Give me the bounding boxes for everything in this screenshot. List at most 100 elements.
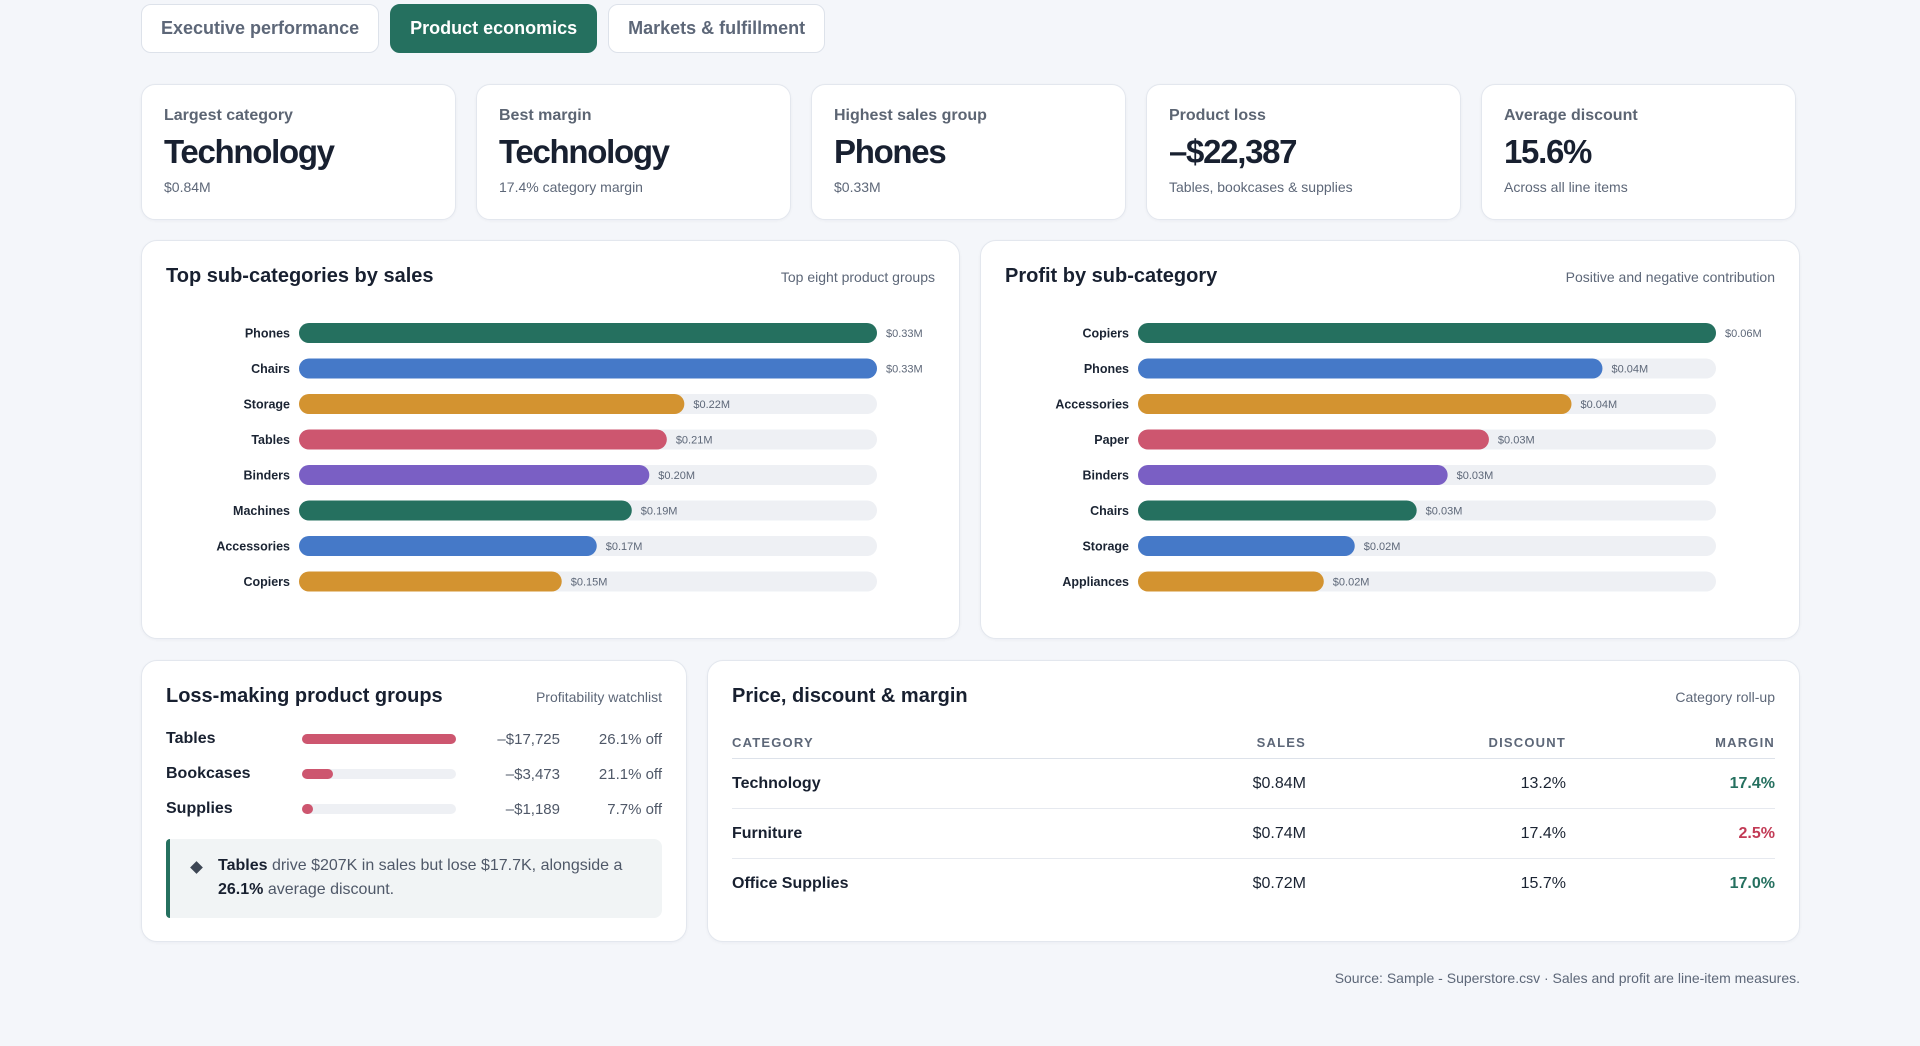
bar-category-label: Copiers xyxy=(243,575,290,589)
bar-value-label: $0.04M xyxy=(1581,399,1618,411)
cell-margin: 2.5% xyxy=(1738,824,1775,842)
bar-accessories[interactable] xyxy=(299,536,597,556)
diamond-icon xyxy=(190,861,203,874)
cell-discount: 17.4% xyxy=(1520,824,1566,842)
kpi-label: Highest sales group xyxy=(834,107,987,124)
table-row: Furniture $0.74M 17.4% 2.5% xyxy=(732,809,1775,859)
bar-tables[interactable] xyxy=(299,429,667,450)
bar-machines[interactable] xyxy=(299,500,632,521)
bar-value-label: $0.17M xyxy=(606,541,643,553)
cell-discount: 13.2% xyxy=(1520,774,1566,792)
column-header-discount[interactable]: DISCOUNT xyxy=(1488,735,1566,750)
bar-binders[interactable] xyxy=(1138,465,1448,485)
tab-executive-performance[interactable]: Executive performance xyxy=(141,4,380,53)
kpi-value: 15.6% xyxy=(1504,133,1592,170)
bar-category-label: Copiers xyxy=(1082,327,1129,341)
bar-chairs[interactable] xyxy=(299,358,877,379)
table-row: Technology $0.84M 13.2% 17.4% xyxy=(732,759,1775,809)
loss-discount: 7.7% off xyxy=(607,800,662,818)
cell-category: Furniture xyxy=(732,824,803,842)
kpi-subtext: 17.4% category margin xyxy=(499,179,643,195)
bar-value-label: $0.33M xyxy=(886,328,923,340)
cell-sales: $0.72M xyxy=(1252,875,1306,892)
profit-bar-chart: Copiers $0.06M Phones $0.04M Accessories $0.0… xyxy=(1055,323,1762,592)
bar-value-label: $0.06M xyxy=(1725,328,1762,340)
bar-storage[interactable] xyxy=(299,394,685,414)
bar-appliances[interactable] xyxy=(1138,571,1324,592)
loss-bar-fill xyxy=(302,769,333,779)
bar-phones[interactable] xyxy=(1138,358,1603,379)
source-footnote: Source: Sample - Superstore.csv · Sales … xyxy=(1334,970,1800,986)
bar-copiers[interactable] xyxy=(299,571,562,592)
kpi-subtext: $0.33M xyxy=(834,179,881,195)
kpi-label: Product loss xyxy=(1169,107,1266,124)
kpi-row: Largest category Technology $0.84M Best … xyxy=(141,84,1796,220)
kpi-card-highest-sales-group: Highest sales group Phones $0.33M xyxy=(811,84,1126,220)
loss-name: Tables xyxy=(166,730,216,747)
price-discount-margin-panel: Price, discount & margin Category roll-u… xyxy=(707,660,1800,942)
tab-markets-fulfillment[interactable]: Markets & fulfillment xyxy=(608,4,826,53)
insight-callout: Tables drive $207K in sales but lose $17… xyxy=(166,839,662,918)
bar-value-label: $0.02M xyxy=(1333,577,1370,589)
bar-value-label: $0.22M xyxy=(693,399,730,411)
callout-tail: average discount. xyxy=(263,881,395,898)
bar-accessories[interactable] xyxy=(1138,394,1572,414)
bar-value-label: $0.20M xyxy=(658,470,695,482)
bar-phones[interactable] xyxy=(299,323,877,343)
loss-row-bookcases: Bookcases –$3,473 21.1% off xyxy=(166,763,662,785)
kpi-card-product-loss: Product loss –$22,387 Tables, bookcases … xyxy=(1146,84,1461,220)
bar-copiers[interactable] xyxy=(1138,323,1716,343)
kpi-label: Best margin xyxy=(499,107,592,124)
loss-name: Bookcases xyxy=(166,765,251,782)
kpi-subtext: Tables, bookcases & supplies xyxy=(1169,179,1353,195)
bar-category-label: Machines xyxy=(233,504,290,518)
bar-category-label: Phones xyxy=(1084,362,1129,376)
bar-value-label: $0.03M xyxy=(1426,506,1463,518)
tab-product-economics[interactable]: Product economics xyxy=(390,4,598,53)
callout-lead: Tables xyxy=(218,857,268,874)
bar-category-label: Tables xyxy=(251,433,290,447)
callout-text: drive $207K in sales but lose $17.7K, al… xyxy=(267,857,623,874)
bar-category-label: Phones xyxy=(245,327,290,341)
cell-sales: $0.74M xyxy=(1252,824,1306,842)
column-header-margin[interactable]: MARGIN xyxy=(1715,735,1775,750)
bar-value-label: $0.21M xyxy=(676,435,713,447)
cell-margin: 17.4% xyxy=(1729,774,1775,792)
table-header: CATEGORY SALES DISCOUNT MARGIN xyxy=(732,727,1775,759)
kpi-card-largest-category: Largest category Technology $0.84M xyxy=(141,84,456,220)
bar-binders[interactable] xyxy=(299,465,650,485)
bar-paper[interactable] xyxy=(1138,429,1489,450)
column-header-sales[interactable]: SALES xyxy=(1256,735,1306,750)
loss-row-tables: Tables –$17,725 26.1% off xyxy=(166,728,662,750)
panel-title: Profit by sub-category xyxy=(1005,265,1218,287)
panel-title: Loss-making product groups xyxy=(166,685,443,707)
loss-bar-track xyxy=(302,804,456,814)
kpi-card-average-discount: Average discount 15.6% Across all line i… xyxy=(1481,84,1796,220)
cell-category: Office Supplies xyxy=(732,875,849,892)
tab-bar: Executive performance Product economics … xyxy=(141,4,826,53)
sales-chart-panel: Top sub-categories by sales Top eight pr… xyxy=(141,240,960,639)
sales-bar-chart: Phones $0.33M Chairs $0.33M Storage $0.22M Tab… xyxy=(216,323,923,592)
panel-note: Category roll-up xyxy=(1675,689,1775,705)
bar-category-label: Accessories xyxy=(216,540,290,554)
bar-storage[interactable] xyxy=(1138,536,1355,556)
kpi-value: Technology xyxy=(164,133,335,170)
bar-category-label: Appliances xyxy=(1062,575,1129,589)
bar-category-label: Binders xyxy=(243,469,290,483)
bar-chairs[interactable] xyxy=(1138,500,1417,521)
kpi-label: Largest category xyxy=(164,107,293,124)
cell-sales: $0.84M xyxy=(1252,774,1306,792)
bar-value-label: $0.33M xyxy=(886,364,923,376)
loss-bar-track xyxy=(302,734,456,744)
loss-amount: –$3,473 xyxy=(505,765,560,783)
bar-category-label: Chairs xyxy=(1090,504,1129,518)
bar-category-label: Chairs xyxy=(251,362,290,376)
column-header-category[interactable]: CATEGORY xyxy=(732,735,814,750)
loss-amount: –$17,725 xyxy=(497,730,560,748)
cell-category: Technology xyxy=(732,774,821,792)
panel-note: Profitability watchlist xyxy=(535,689,662,705)
kpi-subtext: Across all line items xyxy=(1504,179,1628,195)
bar-value-label: $0.04M xyxy=(1611,364,1648,376)
bar-category-label: Binders xyxy=(1082,469,1129,483)
bar-value-label: $0.15M xyxy=(571,577,608,589)
